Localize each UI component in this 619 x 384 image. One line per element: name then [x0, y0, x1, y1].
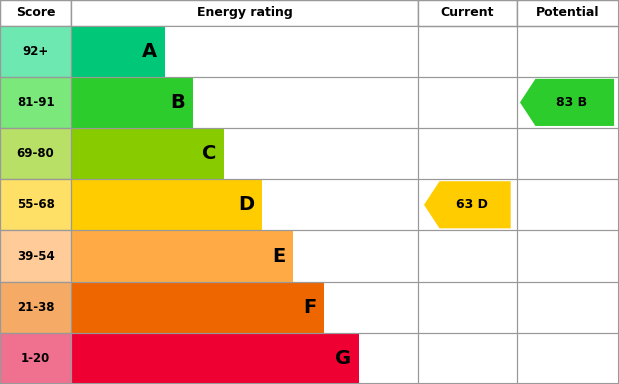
Bar [71, 26, 165, 77]
Bar [0, 179, 71, 230]
Bar [0, 77, 71, 128]
Bar [0, 281, 71, 333]
Text: G: G [335, 349, 352, 368]
Text: 1-20: 1-20 [21, 352, 50, 365]
Bar [0, 128, 71, 179]
Bar [71, 26, 418, 77]
Polygon shape [520, 79, 614, 126]
Bar [0, 128, 71, 179]
Bar [418, 26, 517, 77]
Bar [517, 0, 619, 26]
Bar [324, 281, 418, 333]
Bar [418, 281, 517, 333]
Bar [71, 281, 324, 333]
Bar [71, 179, 262, 230]
Text: Score: Score [16, 6, 55, 19]
Bar [71, 333, 359, 384]
Text: B: B [170, 93, 185, 112]
Bar [0, 230, 71, 281]
Bar [0, 281, 71, 333]
Bar [517, 281, 619, 333]
Bar [517, 333, 619, 384]
Text: 83 B: 83 B [556, 96, 587, 109]
Bar [517, 179, 619, 230]
Bar [418, 0, 517, 26]
Text: Current: Current [441, 6, 494, 19]
Bar [418, 179, 517, 230]
Bar [517, 230, 619, 281]
Bar [418, 333, 517, 384]
Bar [517, 77, 619, 128]
Text: C: C [202, 144, 216, 163]
Bar [0, 333, 71, 384]
Bar [262, 179, 418, 230]
Bar [293, 230, 418, 281]
Text: Energy rating: Energy rating [197, 6, 292, 19]
Bar [0, 77, 71, 128]
Bar [418, 128, 517, 179]
Text: 55-68: 55-68 [17, 198, 54, 211]
Bar [71, 77, 193, 128]
Bar [517, 26, 619, 77]
Text: 63 D: 63 D [456, 198, 488, 211]
Bar [71, 230, 418, 281]
Text: 81-91: 81-91 [17, 96, 54, 109]
Bar [71, 179, 418, 230]
Text: 39-54: 39-54 [17, 250, 54, 263]
Bar [71, 0, 418, 26]
Bar [71, 77, 418, 128]
Bar [71, 333, 418, 384]
Bar [165, 26, 418, 77]
Text: E: E [272, 247, 285, 265]
Text: 69-80: 69-80 [17, 147, 54, 160]
Bar [223, 128, 418, 179]
Bar [418, 230, 517, 281]
Bar [517, 128, 619, 179]
Bar [0, 0, 71, 26]
Bar [0, 26, 71, 77]
Text: Potential: Potential [536, 6, 600, 19]
Text: D: D [238, 195, 254, 214]
Text: A: A [142, 42, 157, 61]
Text: 21-38: 21-38 [17, 301, 54, 314]
Polygon shape [424, 181, 511, 228]
Text: F: F [303, 298, 317, 317]
Bar [71, 128, 418, 179]
Text: 92+: 92+ [22, 45, 49, 58]
Bar [193, 77, 418, 128]
Bar [418, 77, 517, 128]
Bar [71, 281, 418, 333]
Bar [0, 26, 71, 77]
Bar [0, 179, 71, 230]
Bar [71, 128, 223, 179]
Bar [0, 333, 71, 384]
Bar [71, 230, 293, 281]
Bar [0, 230, 71, 281]
Bar [359, 333, 418, 384]
